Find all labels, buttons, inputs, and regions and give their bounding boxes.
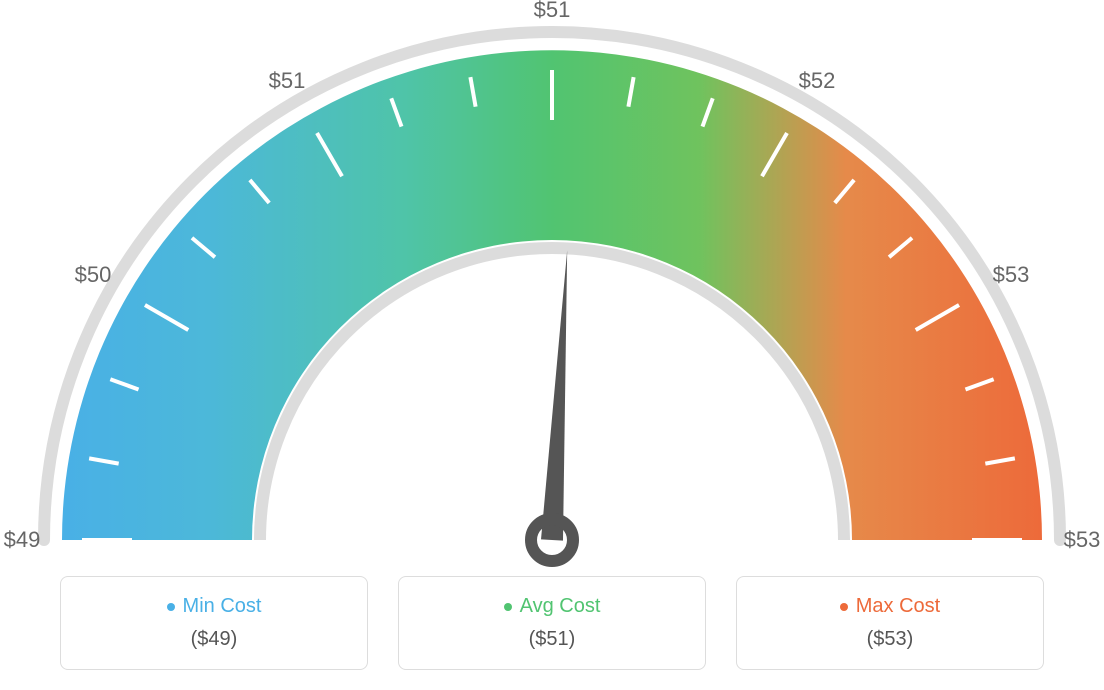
legend-box-min: Min Cost ($49) bbox=[60, 576, 368, 670]
gauge-tick-label: $51 bbox=[269, 68, 306, 94]
gauge-chart: $49 $50 $51 $51 $52 $53 $53 bbox=[0, 0, 1104, 560]
legend-value-min: ($49) bbox=[71, 628, 357, 651]
legend-label: Avg Cost bbox=[520, 595, 601, 618]
legend-title-avg: Avg Cost bbox=[504, 595, 601, 618]
legend-value-avg: ($51) bbox=[409, 628, 695, 651]
legend-box-max: Max Cost ($53) bbox=[736, 576, 1044, 670]
legend-label: Min Cost bbox=[183, 595, 262, 618]
gauge-tick-label: $53 bbox=[1064, 527, 1101, 553]
gauge-svg bbox=[0, 0, 1104, 580]
legend-row: Min Cost ($49) Avg Cost ($51) Max Cost (… bbox=[0, 576, 1104, 670]
legend-title-min: Min Cost bbox=[167, 595, 262, 618]
legend-box-avg: Avg Cost ($51) bbox=[398, 576, 706, 670]
legend-label: Max Cost bbox=[856, 595, 940, 618]
dot-icon bbox=[840, 603, 848, 611]
dot-icon bbox=[504, 603, 512, 611]
gauge-tick-label: $49 bbox=[4, 527, 41, 553]
legend-title-max: Max Cost bbox=[840, 595, 940, 618]
gauge-tick-label: $52 bbox=[799, 68, 836, 94]
legend-value-max: ($53) bbox=[747, 628, 1033, 651]
gauge-tick-label: $50 bbox=[75, 262, 112, 288]
gauge-tick-label: $53 bbox=[993, 262, 1030, 288]
dot-icon bbox=[167, 603, 175, 611]
gauge-tick-label: $51 bbox=[534, 0, 571, 23]
